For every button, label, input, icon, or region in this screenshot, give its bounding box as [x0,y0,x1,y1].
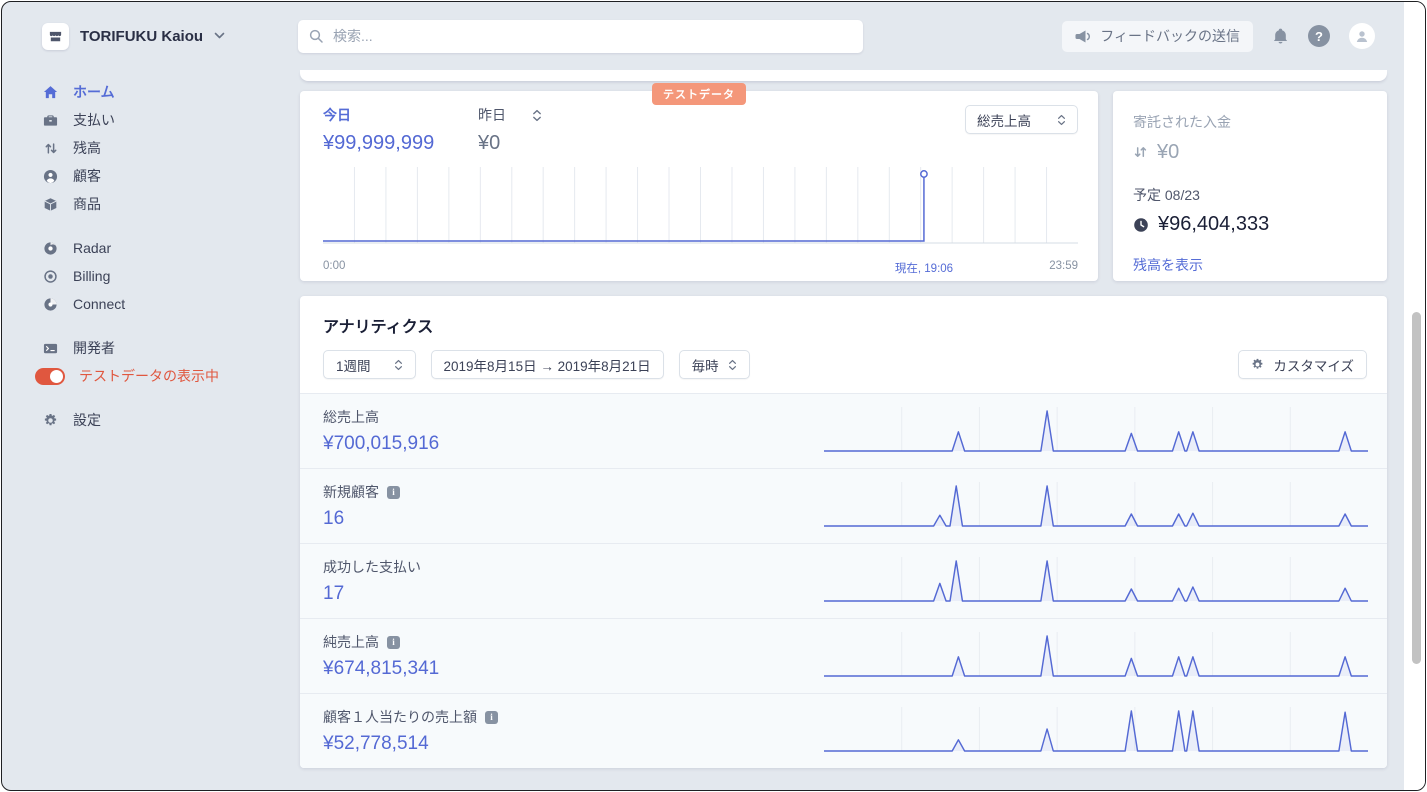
updown-chevrons-icon[interactable] [532,109,542,122]
yesterday-value: ¥0 [478,132,501,154]
sidebar-item-products[interactable]: 商品 [42,190,298,218]
scrollbar-track[interactable] [1404,2,1425,790]
help-button[interactable]: ? [1308,25,1330,47]
axis-label-now: 現在, 19:06 [894,263,954,275]
metric-value: ¥674,815,341 [323,658,440,679]
sparkline-chart [824,632,1368,677]
axis-label-end: 23:59 [1049,260,1078,272]
today-overview-card: テストデータ 今日 ¥99,999,999 昨日 ¥0 [300,83,1098,281]
storefront-icon [42,22,69,50]
scrollbar-thumb[interactable] [1412,312,1421,664]
today-label: 今日 [323,107,351,123]
sidebar-item-home[interactable]: ホーム [42,78,298,106]
connect-icon [42,297,59,312]
feedback-label: フィードバックの送信 [1100,28,1240,44]
metric-value: ¥700,015,916 [323,433,440,454]
analytics-title: アナリティクス [323,319,434,336]
terminal-icon [42,341,59,356]
transfer-arrows-icon [1134,147,1147,157]
sparkline-chart [824,557,1368,602]
view-balance-link[interactable]: 残高を表示 [1133,257,1203,273]
profile-button[interactable] [1349,23,1375,49]
feedback-button[interactable]: フィードバックの送信 [1062,20,1253,52]
sparkline-chart [824,482,1368,527]
scheduled-amount: ¥96,404,333 [1158,213,1270,235]
test-data-toggle-on[interactable] [35,367,65,385]
metric-value: 17 [323,583,345,604]
table-row: 新規顧客 i 16 [300,468,1387,543]
home-icon [42,85,59,100]
person-icon [42,169,59,184]
search-icon [309,29,323,43]
search-bar[interactable] [298,19,863,53]
sidebar: ホーム 支払い 残高 顧客 商品 Radar [2,70,298,434]
arrows-up-down-icon [42,141,59,156]
account-switcher[interactable]: TORIFUKU Kaiou [2,22,298,50]
bell-icon [1273,28,1288,44]
info-icon[interactable]: i [485,710,498,724]
gear-icon [42,413,59,428]
box-icon [42,197,59,212]
customize-button[interactable]: カスタマイズ [1238,350,1367,379]
sidebar-item-billing[interactable]: Billing [42,262,298,290]
scrolled-card-edge [300,70,1387,81]
info-icon[interactable]: i [387,635,400,649]
table-row: 総売上高 ¥700,015,916 [300,393,1387,468]
today-chart: 0:00 現在, 19:06 23:59 [323,167,1078,278]
sidebar-item-radar[interactable]: Radar [42,234,298,262]
sidebar-item-settings[interactable]: 設定 [42,406,298,434]
deposits-card: 寄託された入金 ¥0 予定 08/23 ¥96,404,333 残高を表示 [1113,91,1387,281]
top-bar: TORIFUKU Kaiou フィードバックの送信 ? [2,2,1425,70]
axis-label-start: 0:00 [323,260,346,272]
sidebar-item-developers[interactable]: 開発者 [42,334,298,362]
yesterday-label: 昨日 [478,107,506,123]
topbar-actions: フィードバックの送信 ? [1062,20,1425,52]
table-row: 純売上高 i ¥674,815,341 [300,618,1387,693]
avatar-icon [1349,23,1375,49]
test-data-badge: テストデータ [652,83,746,105]
today-metric[interactable]: 今日 ¥99,999,999 [323,105,478,155]
deposits-title: 寄託された入金 [1133,114,1231,130]
sidebar-item-test-data-toggle[interactable]: テストデータの表示中 [35,362,298,390]
radar-icon [42,241,59,256]
briefcase-icon [42,113,59,128]
yesterday-metric[interactable]: 昨日 ¥0 [478,105,542,155]
main-content: テストデータ 今日 ¥99,999,999 昨日 ¥0 [298,70,1425,768]
table-row: 成功した支払い 17 [300,543,1387,618]
sidebar-item-customers[interactable]: 顧客 [42,162,298,190]
scheduled-label: 予定 08/23 [1133,187,1200,203]
sparkline-chart [824,707,1368,752]
info-icon[interactable]: i [387,485,400,499]
chevron-down-icon [214,32,225,39]
gear-icon [1253,358,1263,369]
today-value: ¥99,999,999 [323,132,435,154]
help-icon: ? [1308,25,1330,47]
updown-chevrons-icon [394,359,402,370]
updown-chevrons-icon [728,359,736,370]
clock-icon [1134,217,1148,232]
sidebar-item-connect[interactable]: Connect [42,290,298,318]
megaphone-icon [1075,30,1091,42]
chart-metric-select[interactable]: 総売上高 [965,105,1078,134]
table-row: 顧客１人当たりの売上額 i ¥52,778,514 [300,693,1387,768]
metric-value: 16 [323,508,345,529]
account-name: TORIFUKU Kaiou [80,27,204,45]
analytics-card: アナリティクス 1週間 2019年8月15日 → 2019年8月21日 毎時 [300,296,1387,768]
deposits-amount: ¥0 [1157,141,1180,163]
today-chart-svg [323,167,1078,244]
sidebar-item-balance[interactable]: 残高 [42,134,298,162]
billing-icon [42,269,59,284]
period-select[interactable]: 1週間 [323,350,416,379]
analytics-controls: 1週間 2019年8月15日 → 2019年8月21日 毎時 カスタマイズ [323,350,1367,379]
sidebar-item-payments[interactable]: 支払い [42,106,298,134]
metric-value: ¥52,778,514 [323,733,429,754]
interval-select[interactable]: 毎時 [678,350,750,379]
date-range-picker[interactable]: 2019年8月15日 → 2019年8月21日 [430,350,664,379]
sparkline-chart [824,407,1368,452]
updown-chevrons-icon [1057,114,1066,125]
search-input[interactable] [331,27,852,45]
notifications-button[interactable] [1272,27,1289,45]
